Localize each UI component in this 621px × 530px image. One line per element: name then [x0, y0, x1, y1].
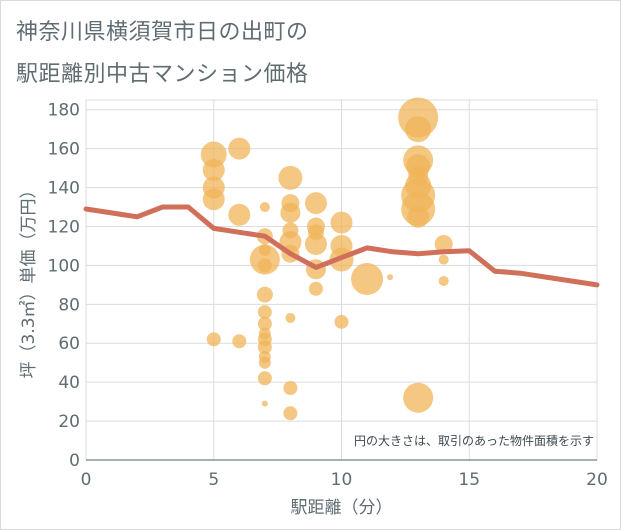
data-bubble — [259, 202, 270, 213]
data-bubble — [405, 116, 432, 143]
data-bubble — [206, 332, 221, 347]
data-bubble — [261, 400, 268, 407]
data-bubble — [228, 203, 251, 226]
data-bubble — [278, 165, 303, 190]
data-bubble — [330, 211, 353, 234]
y-tick-label: 160 — [48, 140, 80, 160]
data-bubble — [228, 137, 251, 160]
data-bubble — [438, 254, 449, 265]
y-tick-label: 60 — [58, 334, 80, 354]
data-bubble — [202, 188, 225, 211]
chart-title-line2: 駅距離別中古マンション価格 — [16, 62, 309, 87]
data-bubble — [256, 286, 273, 303]
y-axis-label: 坪（3.3㎡）単価（万円） — [19, 181, 39, 378]
average-price-line — [83, 204, 600, 288]
data-bubble — [438, 275, 449, 286]
data-bubble — [308, 281, 323, 296]
y-tick-label: 40 — [58, 373, 80, 393]
data-bubble — [285, 312, 296, 323]
data-bubble — [202, 159, 225, 182]
chart-title-line1: 神奈川県横須賀市日の出町の — [16, 20, 309, 45]
bubble-size-note: 円の大きさは、取引のあった物件面積を示す — [354, 433, 594, 448]
y-tick-label: 120 — [48, 217, 80, 237]
data-bubble — [257, 305, 272, 320]
data-bubble — [257, 340, 272, 355]
data-bubble — [280, 202, 301, 223]
x-tick-label: 15 — [458, 470, 480, 490]
y-tick-label: 100 — [48, 256, 80, 276]
data-bubble — [403, 382, 434, 413]
data-bubble — [257, 258, 272, 273]
data-bubble — [200, 141, 227, 168]
data-bubble — [387, 274, 394, 281]
y-tick-label: 80 — [58, 295, 80, 315]
data-bubble — [407, 205, 430, 228]
data-bubble — [304, 233, 327, 255]
data-bubble — [351, 263, 384, 296]
x-axis-label: 駅距離（分） — [291, 498, 393, 518]
data-bubble — [304, 192, 327, 215]
x-tick-label: 0 — [81, 470, 92, 490]
data-bubble — [257, 371, 272, 386]
data-bubble — [283, 406, 298, 421]
data-bubble — [258, 356, 271, 369]
data-bubble — [257, 316, 272, 331]
y-tick-label: 180 — [48, 101, 80, 121]
y-tick-label: 140 — [48, 179, 80, 199]
data-bubble — [334, 314, 349, 329]
y-tick-label: 0 — [69, 451, 80, 471]
data-bubble — [232, 334, 247, 349]
x-tick-label: 20 — [586, 470, 608, 490]
data-bubble — [283, 381, 298, 395]
x-tick-label: 5 — [208, 470, 219, 490]
x-tick-label: 10 — [331, 470, 353, 490]
y-tick-label: 20 — [58, 412, 80, 432]
data-bubble — [434, 235, 453, 253]
